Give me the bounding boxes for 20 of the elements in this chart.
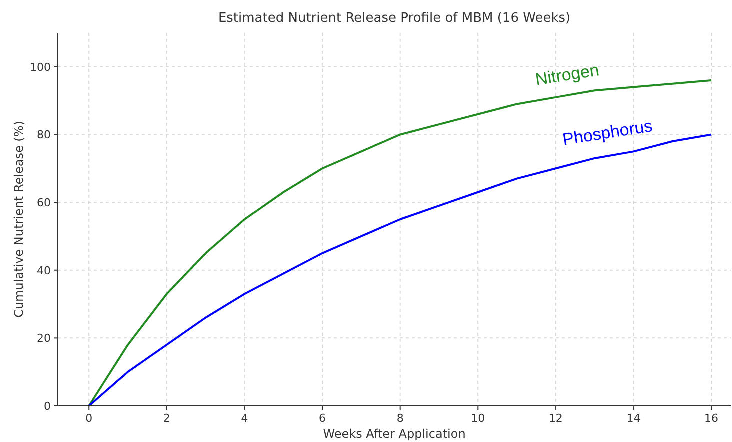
y-tick-label: 40: [37, 264, 51, 278]
x-tick-label: 10: [471, 412, 486, 425]
x-tick-label: 2: [163, 412, 170, 425]
y-tick-label: 20: [37, 332, 51, 346]
x-tick-label: 16: [704, 412, 719, 425]
x-axis-title: Weeks After Application: [323, 427, 466, 441]
x-tick-label: 4: [241, 412, 248, 425]
x-tick-label: 14: [626, 412, 641, 425]
text: Nitrogen: [534, 60, 601, 90]
y-axis-title: Cumulative Nutrient Release (%): [12, 121, 26, 318]
y-tick-label: 100: [30, 60, 51, 74]
y-tick-label: 80: [37, 128, 51, 142]
text: Phosphorus: [561, 116, 654, 150]
x-tick-label: 0: [86, 412, 93, 425]
x-tick-label: 8: [396, 412, 404, 425]
x-tick-label: 6: [319, 412, 326, 425]
x-tick-label: 12: [548, 412, 563, 425]
y-tick-label: 0: [44, 400, 51, 413]
chart-title: Estimated Nutrient Release Profile of MBM (16 Weeks): [218, 11, 571, 26]
y-tick-label: 60: [37, 196, 51, 210]
